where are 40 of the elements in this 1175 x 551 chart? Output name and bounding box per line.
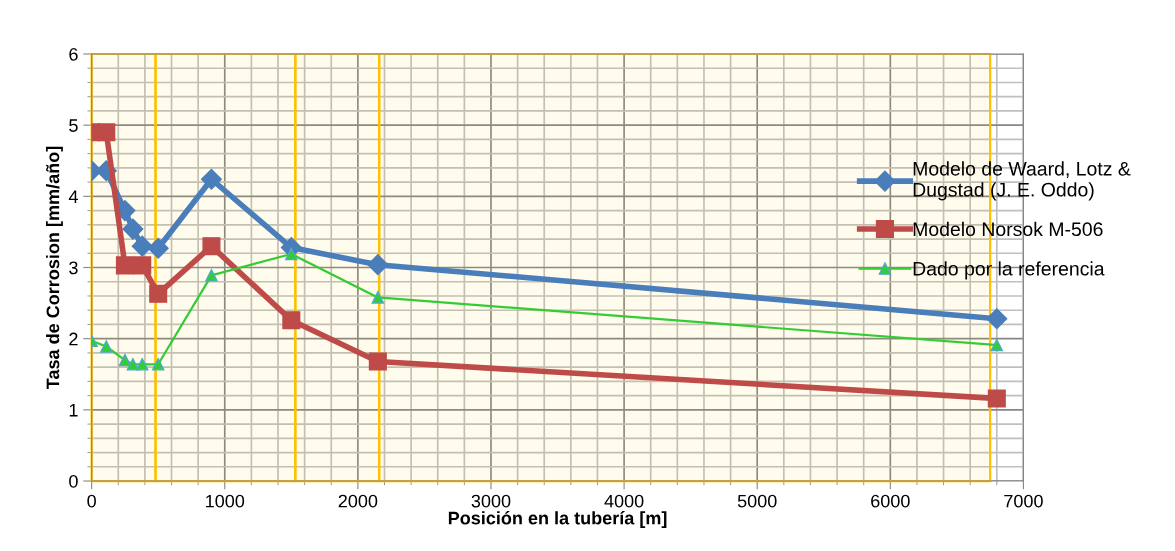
y-tick-label: 2	[69, 332, 78, 346]
x-tick-label: 4000	[604, 494, 644, 508]
point	[990, 338, 1004, 352]
point	[368, 352, 387, 371]
point	[97, 123, 116, 142]
point	[133, 256, 152, 275]
y-tick-label: 5	[69, 119, 78, 132]
point	[205, 269, 218, 282]
y-tick-label: 3	[69, 261, 78, 275]
x-tick-label: 7000	[1004, 494, 1043, 508]
point	[202, 237, 221, 256]
point	[371, 291, 385, 304]
x-axis-title: Posición en la tubería [m]	[448, 511, 667, 529]
y-tick-label: 0	[69, 474, 78, 488]
point	[131, 235, 153, 257]
point	[118, 353, 132, 367]
point	[135, 358, 149, 371]
x-tick-label: 0	[87, 494, 96, 508]
point	[147, 237, 169, 259]
point	[149, 284, 168, 303]
x-tick-label: 3000	[471, 494, 511, 508]
point	[285, 247, 298, 261]
x-tick-label: 2000	[338, 494, 378, 508]
x-tick-label: 1000	[206, 494, 245, 508]
point	[151, 358, 165, 371]
y-axis-title: Tasa de Corrosion [mm/año]	[46, 146, 63, 390]
point	[987, 389, 1006, 408]
point	[126, 358, 140, 371]
y-tick-label: 1	[69, 403, 78, 417]
x-tick-label: 5000	[737, 494, 777, 508]
point	[115, 256, 134, 275]
point	[282, 311, 301, 330]
point	[122, 218, 144, 240]
y-tick-label: 6	[69, 47, 78, 61]
point	[367, 254, 389, 276]
point	[200, 168, 222, 190]
point	[100, 340, 113, 353]
point	[986, 308, 1008, 330]
x-tick-label: 6000	[871, 494, 910, 508]
y-tick-label: 4	[68, 190, 78, 203]
